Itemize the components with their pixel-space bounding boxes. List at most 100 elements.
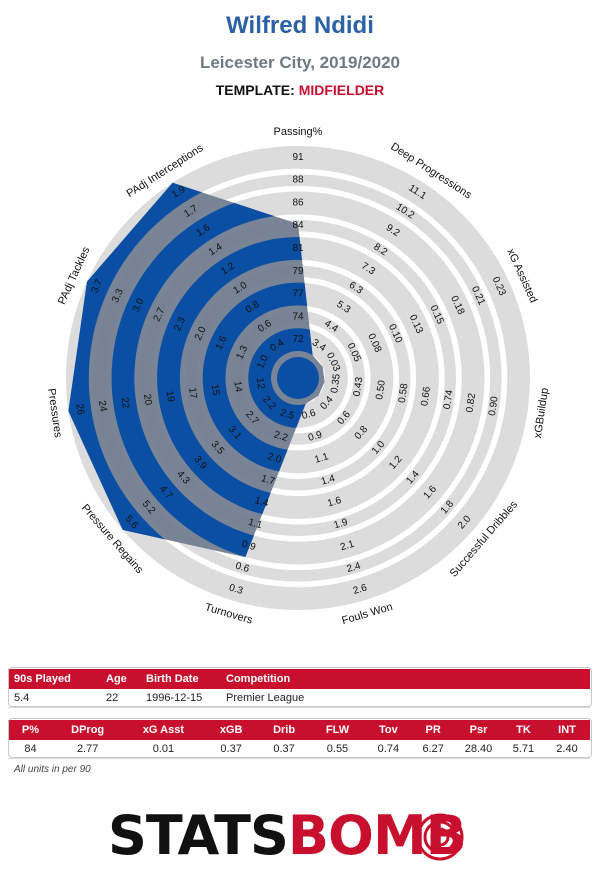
stats-header-7: PR (412, 720, 455, 740)
radar-chart: 727477798184868891Passing%3.44.45.36.37.… (45, 126, 551, 627)
stats-header-0: P% (8, 720, 53, 740)
tick-label-9-3: 2.0 (193, 325, 209, 343)
stats-header-6: Tov (364, 720, 413, 740)
tick-label-9-1: 1.3 (234, 344, 250, 362)
tick-label-9-6: 3.0 (131, 296, 147, 314)
template-value: MIDFIELDER (298, 82, 385, 98)
tick-label-8-6: 22 (118, 397, 131, 410)
tick-label-0-5: 84 (292, 220, 304, 231)
logo-text-stats: STATS (108, 804, 289, 867)
tick-label-6-1: 2.2 (273, 429, 290, 444)
tick-label-6-0: 2.5 (279, 408, 296, 423)
stats-cell-1: 2.77 (52, 740, 123, 759)
tick-label-0-6: 86 (292, 197, 304, 208)
target-ring-mid (423, 820, 457, 854)
tick-label-5-8: 2.6 (352, 582, 369, 597)
tick-label-5-1: 0.9 (307, 429, 324, 444)
tick-label-9-7: 3.3 (110, 287, 126, 305)
tick-label-0-0: 72 (292, 334, 304, 345)
stats-cell-5: 0.55 (310, 740, 365, 759)
tick-label-6-7: 0.6 (234, 561, 251, 576)
tick-label-0-4: 81 (292, 243, 304, 254)
tick-label-3-5: 0.74 (442, 389, 456, 410)
tick-label-5-0: 0.6 (301, 407, 318, 422)
info-header-1: Age (100, 669, 140, 689)
tick-label-8-2: 15 (209, 384, 222, 397)
tick-label-0-1: 74 (292, 311, 304, 322)
info-header-0: 90s Played (8, 669, 100, 689)
tick-label-3-1: 0.43 (352, 376, 366, 397)
tick-label-9-8: 3.7 (89, 277, 105, 295)
units-footnote: All units in per 90 (14, 764, 91, 775)
tick-label-0-7: 88 (292, 175, 304, 186)
tick-label-3-7: 0.90 (487, 395, 501, 416)
tick-label-8-3: 17 (186, 387, 199, 400)
tick-label-8-7: 24 (96, 400, 109, 413)
tick-label-8-4: 19 (164, 390, 177, 403)
tick-label-8-8: 26 (73, 403, 86, 416)
tick-label-5-2: 1.1 (313, 451, 330, 466)
axis-label-0: Passing% (274, 126, 323, 138)
stats-table-frame (8, 718, 592, 758)
tick-label-6-4: 1.4 (253, 495, 270, 510)
stats-cell-10: 2.40 (544, 740, 590, 759)
axis-label-5: Fouls Won (340, 601, 394, 627)
player-name: Wilfred Ndidi (226, 12, 374, 39)
stats-cell-9: 5.71 (502, 740, 545, 759)
stats-header-3: xGB (204, 720, 258, 740)
tick-label-9-0: 1.0 (255, 353, 271, 371)
stats-table: P% DProg xG Asst xGB Drib FLW Tov PR Psr TK INT 84… (8, 720, 590, 759)
info-cell-3: Premier League (220, 689, 590, 708)
info-cell-2: 1996-12-15 (140, 689, 220, 708)
tick-label-0-3: 79 (292, 266, 304, 277)
info-cell-0: 5.4 (8, 689, 100, 708)
target-ring-inner (430, 827, 450, 847)
tick-label-5-5: 1.9 (333, 517, 350, 532)
tick-label-8-5: 20 (141, 393, 154, 406)
template-label: TEMPLATE: (215, 82, 295, 98)
info-header-2: Birth Date (140, 669, 220, 689)
stats-cell-0: 84 (8, 740, 53, 759)
player-info-table: 90s Played Age Birth Date Competition 5.4 22… (8, 669, 590, 708)
stats-header-2: xG Asst (122, 720, 205, 740)
tick-label-3-4: 0.66 (419, 386, 433, 407)
info-table-frame (8, 667, 592, 707)
tick-label-5-7: 2.4 (346, 560, 363, 575)
tick-label-5-6: 2.1 (339, 539, 356, 554)
template-line: TEMPLATE: MIDFIELDER (0, 82, 600, 98)
stats-cell-3: 0.37 (204, 740, 258, 759)
axis-label-3: xGBuildup (532, 387, 551, 439)
tick-label-8-1: 14 (231, 380, 244, 393)
tick-label-9-4: 2.3 (172, 315, 188, 333)
stats-cell-8: 28.40 (454, 740, 503, 759)
info-header-3: Competition (220, 669, 590, 689)
axis-label-6: Turnovers (203, 601, 254, 626)
tick-label-9-2: 1.6 (214, 334, 230, 352)
tick-label-3-0: 0.35 (329, 373, 343, 394)
stats-header-1: DProg (52, 720, 123, 740)
stats-cell-6: 0.74 (364, 740, 413, 759)
team-season: Leicester City, 2019/2020 (199, 53, 401, 72)
stats-cell-4: 0.37 (257, 740, 311, 759)
stats-header-4: Drib (257, 720, 311, 740)
tick-label-6-2: 2.0 (266, 451, 283, 466)
tick-label-3-2: 0.50 (374, 379, 388, 400)
tick-label-6-8: 0.3 (228, 582, 245, 597)
tick-label-3-6: 0.82 (464, 392, 478, 413)
tick-label-3-3: 0.58 (397, 382, 411, 403)
tick-label-6-5: 1.1 (247, 517, 264, 532)
target-ring-outer (416, 813, 464, 861)
target-icon (416, 813, 464, 861)
tick-label-5-4: 1.6 (326, 495, 343, 510)
tick-label-8-0: 12 (254, 377, 267, 390)
tick-label-6-3: 1.7 (260, 473, 277, 488)
radar-center (277, 357, 319, 399)
stats-cell-2: 0.01 (122, 740, 205, 759)
tick-label-5-3: 1.4 (320, 473, 337, 488)
tick-label-0-8: 91 (292, 152, 304, 163)
tick-label-9-5: 2.7 (152, 306, 168, 324)
axis-label-8: Pressures (45, 388, 64, 439)
stats-cell-7: 6.27 (412, 740, 455, 759)
info-cell-1: 22 (100, 689, 140, 708)
stats-header-9: TK (502, 720, 545, 740)
